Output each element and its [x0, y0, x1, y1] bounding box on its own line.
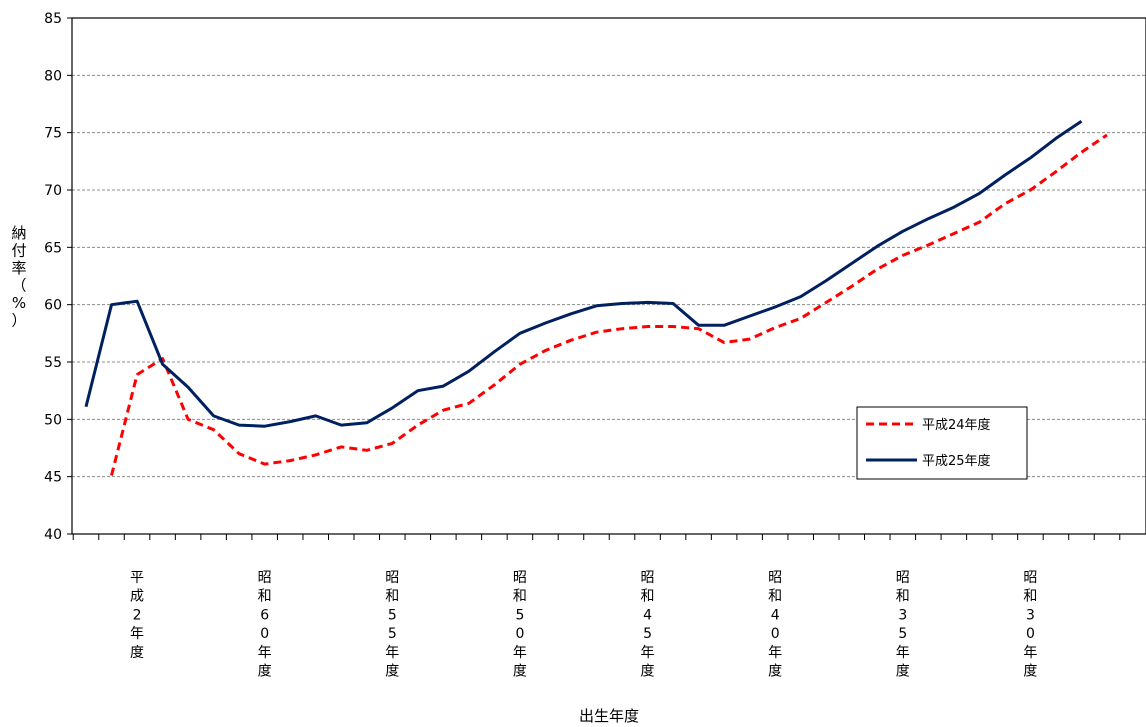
y-tick-label: 75 [44, 126, 62, 142]
legend-box [856, 406, 1028, 480]
legend-label-series-2: 平成25年度 [922, 453, 991, 469]
y-tick-label: 50 [44, 412, 62, 428]
x-category-label: 昭和 4 5 年度 [641, 570, 655, 680]
legend: 平成24年度 平成25年度 [856, 406, 1028, 480]
x-axis-title: 出生年度 [579, 707, 639, 725]
x-category-label: 昭和 4 0 年度 [768, 570, 782, 680]
legend-label-series-1: 平成24年度 [922, 417, 991, 433]
x-axis-ticks [72, 534, 1121, 540]
y-tick-label: 65 [44, 240, 62, 256]
series-line-2 [84, 119, 1083, 428]
y-tick-label: 45 [44, 470, 62, 486]
y-tick-label: 60 [44, 298, 62, 314]
y-axis-title-text: 納付率（%） [11, 224, 26, 330]
x-category-label: 昭和 5 0 年度 [513, 570, 527, 680]
x-category-label: 昭和 5 5 年度 [385, 570, 399, 680]
y-tick-label: 80 [44, 68, 62, 84]
y-tick-label: 70 [44, 183, 62, 199]
y-tick-label: 40 [44, 527, 62, 543]
y-tick-label: 55 [44, 355, 62, 371]
x-category-label: 昭和 3 0 年度 [1023, 570, 1037, 680]
y-axis-title: 納付率（%） [11, 224, 26, 330]
series-lines [84, 119, 1108, 476]
y-tick-label: 85 [44, 11, 62, 27]
x-category-label: 平成 2 年度 [130, 570, 144, 661]
x-category-label: 昭和 3 5 年度 [896, 570, 910, 680]
x-category-label: 昭和 6 0 年度 [258, 570, 272, 680]
y-axis-ticks: 40 45 50 55 60 65 70 75 80 85 [44, 11, 72, 543]
x-axis-category-labels: 平成 2 年度 昭和 6 0 年度 昭和 5 5 年度 昭和 5 0 年度 昭和 4 5 年度 昭和 4 0 年度 昭和 3 5 年… [130, 570, 1037, 680]
series-line-1 [110, 133, 1108, 476]
plot-frame [71, 17, 1146, 535]
